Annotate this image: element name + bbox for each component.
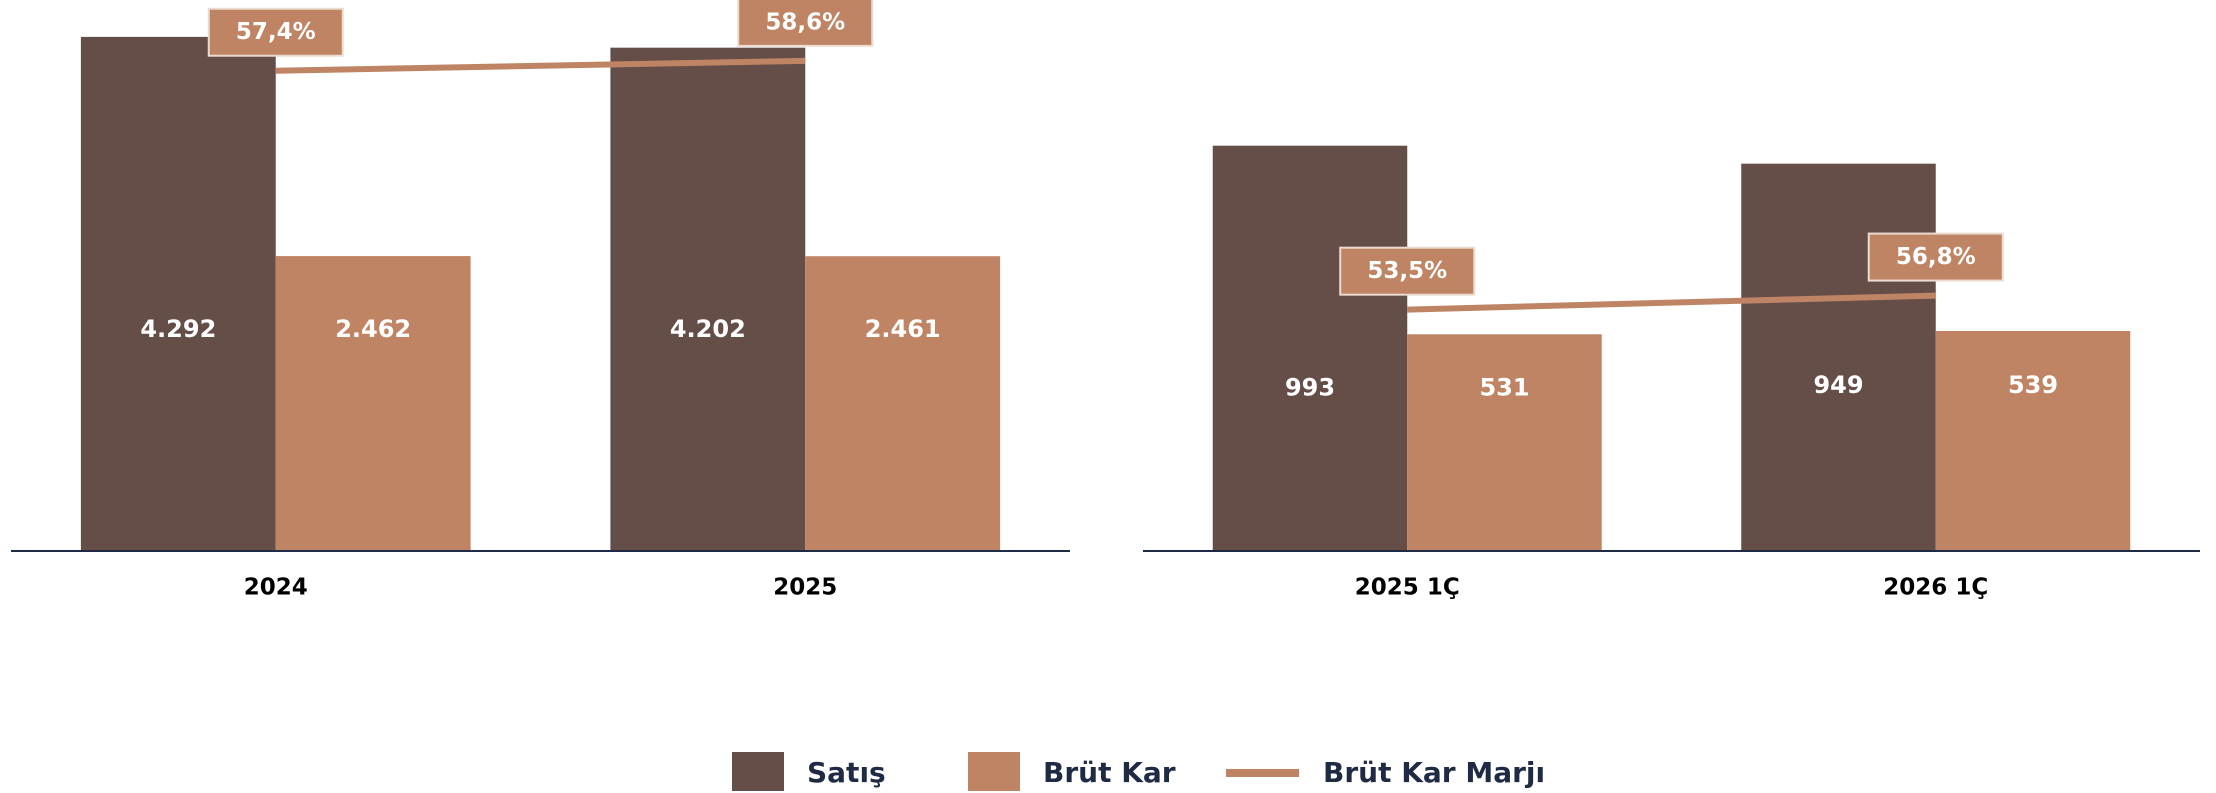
data-label: 2.461 (865, 315, 941, 343)
data-label: 949 (1813, 371, 1863, 399)
data-label: 531 (1479, 373, 1529, 401)
data-label: 58,6% (765, 9, 845, 35)
bar (1741, 163, 1936, 551)
x-tick-label: 2024 (244, 575, 308, 601)
x-tick-label: 2025 (773, 575, 837, 601)
data-label: 56,8% (1896, 244, 1976, 270)
data-label: 993 (1285, 373, 1335, 401)
legend-swatch (732, 752, 784, 791)
bar (80, 36, 276, 551)
label-box (1339, 246, 1476, 296)
label-box (207, 7, 344, 57)
legend-label: Brüt Kar Marjı (1323, 756, 1545, 789)
bar (1407, 334, 1602, 551)
legend-label: Satış (807, 756, 886, 789)
bar (1935, 331, 2131, 551)
data-label: 4.202 (670, 315, 746, 343)
data-label: 4.292 (140, 315, 216, 343)
data-label: 53,5% (1367, 258, 1447, 284)
bar (1212, 145, 1408, 551)
label-box (737, 0, 874, 47)
bar (805, 256, 1001, 551)
label-box (1867, 232, 2004, 282)
legend-swatch (968, 752, 1020, 791)
legend-label: Brüt Kar (1043, 756, 1176, 789)
bar (275, 256, 471, 551)
x-tick-label: 2025 1Ç (1355, 575, 1460, 601)
data-label: 539 (2008, 371, 2058, 399)
data-label: 57,4% (236, 19, 316, 45)
x-tick-label: 2026 1Ç (1883, 575, 1988, 601)
data-label: 2.462 (335, 315, 411, 343)
bar (610, 47, 806, 552)
line (1407, 292, 1936, 313)
line (275, 57, 806, 74)
